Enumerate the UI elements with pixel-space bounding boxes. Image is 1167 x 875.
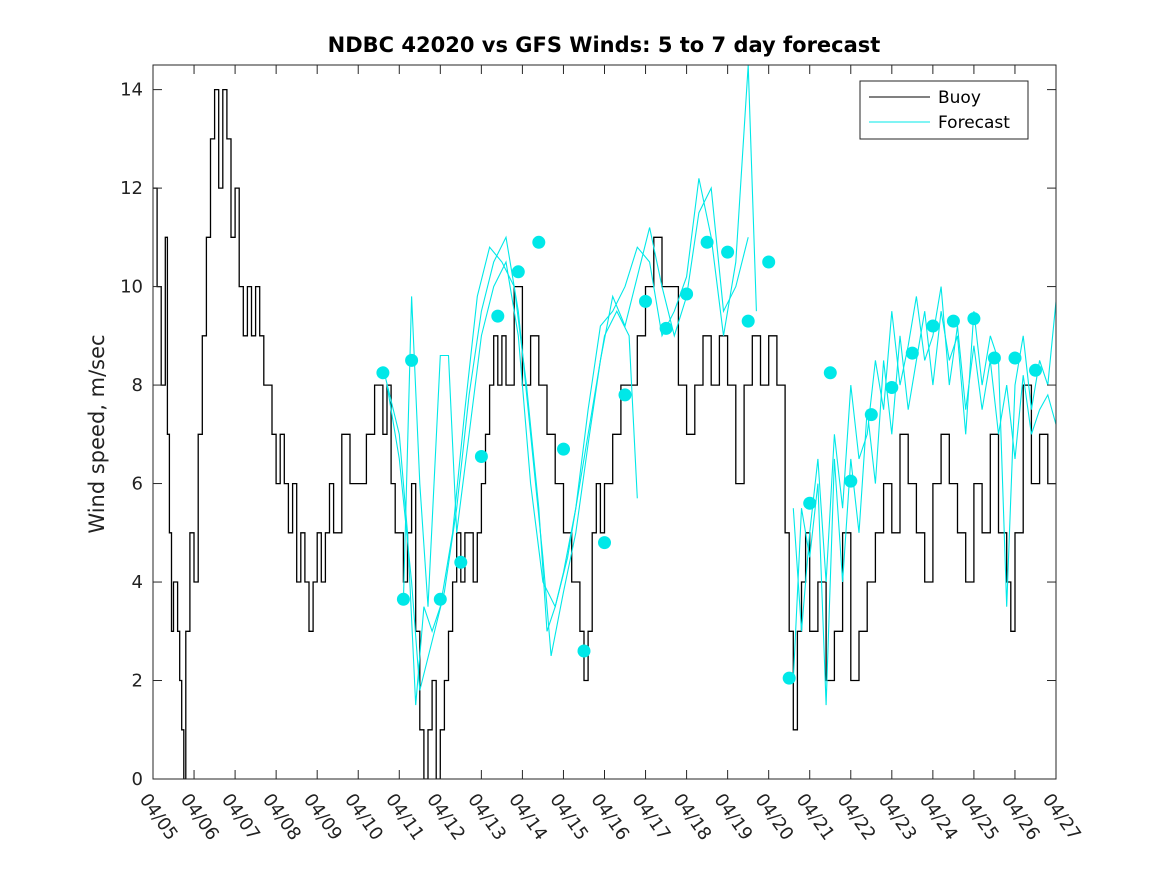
y-axis-label: Wind speed, m/sec xyxy=(85,334,109,533)
forecast-marker-10 xyxy=(557,442,570,456)
forecast-marker-18 xyxy=(721,245,735,259)
forecast-marker-30 xyxy=(967,312,981,326)
forecast-marker-28 xyxy=(926,319,940,333)
y-tick-label-4: 4 xyxy=(132,572,143,593)
forecast-marker-9 xyxy=(532,235,546,249)
forecast-marker-23 xyxy=(823,366,837,380)
forecast-marker-6 xyxy=(474,450,488,463)
forecast-marker-21 xyxy=(782,671,796,685)
forecast-marker-1 xyxy=(376,366,390,380)
forecast-marker-13 xyxy=(618,388,632,402)
forecast-marker-20 xyxy=(762,255,776,269)
forecast-series-line-3 xyxy=(402,260,638,609)
forecast-marker-8 xyxy=(511,265,525,279)
y-tick-label-10: 10 xyxy=(120,277,143,298)
forecast-marker-15 xyxy=(659,321,673,335)
forecast-marker-2 xyxy=(396,592,410,606)
forecast-marker-19 xyxy=(741,314,755,328)
legend: Buoy Forecast xyxy=(859,80,1029,140)
forecast-marker-22 xyxy=(803,496,817,510)
forecast-marker-33 xyxy=(1029,363,1042,377)
forecast-marker-29 xyxy=(946,314,960,328)
forecast-marker-16 xyxy=(680,287,694,301)
forecast-marker-27 xyxy=(905,346,919,360)
forecast-series-line-4 xyxy=(792,301,1056,706)
plot-area xyxy=(153,65,1056,779)
buoy-series-line xyxy=(153,88,1056,779)
y-tick-label-12: 12 xyxy=(120,178,143,199)
legend-box xyxy=(859,80,1029,140)
forecast-marker-32 xyxy=(1008,351,1022,365)
forecast-marker-7 xyxy=(491,309,505,323)
forecast-series-line-5 xyxy=(792,286,1056,632)
y-tick-label-2: 2 xyxy=(132,671,143,692)
y-tick-label-6: 6 xyxy=(132,474,143,495)
forecast-marker-12 xyxy=(598,536,611,550)
y-tick-label-0: 0 xyxy=(132,769,143,790)
y-tick-label-14: 14 xyxy=(120,80,143,101)
forecast-marker-11 xyxy=(577,644,591,658)
legend-forecast-label: Forecast xyxy=(938,113,1010,133)
forecast-marker-24 xyxy=(844,474,858,488)
forecast-marker-17 xyxy=(700,235,714,249)
forecast-marker-3 xyxy=(405,353,419,367)
forecast-marker-5 xyxy=(454,555,468,569)
forecast-marker-25 xyxy=(864,408,878,422)
forecast-marker-26 xyxy=(885,381,899,394)
forecast-marker-14 xyxy=(639,294,652,308)
forecast-marker-31 xyxy=(987,351,1001,365)
y-tick-label-8: 8 xyxy=(132,375,143,396)
forecast-marker-4 xyxy=(433,592,447,606)
plot-series xyxy=(153,65,1056,779)
chart-title: NDBC 42020 vs GFS Winds: 5 to 7 day fore… xyxy=(328,33,881,57)
legend-buoy-label: Buoy xyxy=(938,88,981,108)
